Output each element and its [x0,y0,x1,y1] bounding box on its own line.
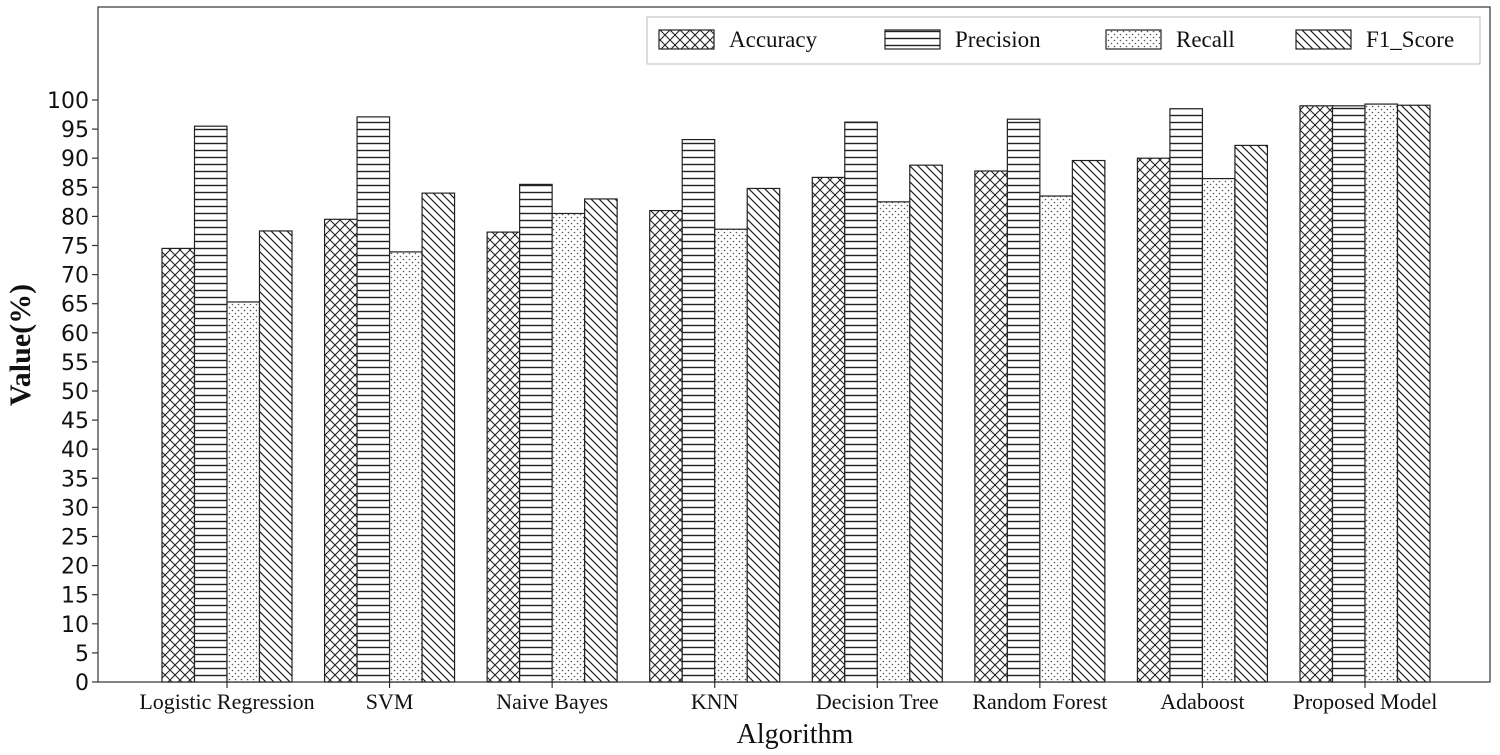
x-tick-label: Random Forest [972,689,1107,714]
bar-accuracy-1 [323,218,358,683]
x-axis: Logistic Regression SVM Naive Bayes KNN Deci… [139,682,1437,714]
bar-recall-7 [1364,103,1399,683]
bar-accuracy-4 [811,176,846,683]
legend: Accuracy Precision Recall F1_Score [646,16,1481,65]
y-tick-label: 85 [61,176,89,201]
bar-f1-score-1 [421,192,456,683]
bar-recall-2 [551,212,586,683]
legend-swatch-recall [1105,29,1162,50]
y-tick-label: 55 [61,351,89,376]
bar-recall-1 [388,251,423,683]
y-tick-label: 70 [61,264,89,289]
y-tick-label: 60 [61,322,89,347]
y-tick-label: 50 [61,380,89,405]
bar-recall-5 [1039,195,1073,683]
x-tick-label: Decision Tree [816,689,939,714]
bar-accuracy-6 [1136,157,1171,683]
bar-precision-0 [193,125,228,683]
bar-precision-7 [1331,105,1366,683]
y-tick-label: 40 [61,438,89,463]
legend-swatch-f1-score [1295,29,1352,50]
x-tick-label: KNN [691,689,739,714]
y-axis: 0 5 10 15 20 25 30 35 40 45 50 55 60 65 70 75 80 85 90 95 10… [47,89,98,696]
bar-f1-score-7 [1396,104,1431,683]
y-tick-label: 30 [61,496,89,521]
y-tick-label: 45 [61,409,89,434]
x-tick-label: Naive Bayes [496,689,608,714]
y-tick-label: 10 [61,613,89,638]
y-tick-label: 5 [75,642,89,667]
bar-f1-score-3 [746,187,781,683]
y-tick-label: 90 [61,147,89,172]
bar-f1-score-4 [909,164,943,683]
x-tick-label: SVM [366,689,414,714]
x-tick-label: Proposed Model [1293,689,1438,714]
bar-precision-4 [844,121,878,683]
bar-precision-5 [1006,118,1041,683]
x-tick-label: Logistic Regression [139,689,314,714]
bar-accuracy-0 [161,247,196,683]
y-tick-label: 15 [61,584,89,609]
legend-label-recall: Recall [1176,27,1235,52]
bar-recall-0 [226,301,261,683]
bar-precision-2 [519,183,553,683]
bar-f1-score-2 [584,198,618,683]
bar-accuracy-2 [486,231,521,683]
bar-accuracy-7 [1299,105,1334,683]
y-tick-label: 95 [61,118,89,143]
y-tick-label: 35 [61,467,89,492]
legend-label-precision: Precision [955,27,1041,52]
x-axis-title: Algorithm [737,719,854,750]
legend-swatch-precision [884,29,941,50]
bar-f1-score-0 [258,230,293,683]
bar-accuracy-3 [649,209,683,683]
y-tick-label: 75 [61,235,89,260]
bar-accuracy-5 [974,170,1008,683]
bar-recall-6 [1201,177,1236,683]
bar-precision-6 [1169,108,1204,683]
legend-label-f1-score: F1_Score [1366,27,1454,52]
bar-precision-3 [681,138,716,683]
y-tick-label: 25 [61,526,89,551]
y-tick-label: 20 [61,555,89,580]
bar-f1-score-5 [1071,159,1106,683]
y-tick-label: 0 [75,671,89,696]
y-tick-label: 80 [61,205,89,230]
y-tick-label: 65 [61,293,89,318]
plot-frame [97,6,1491,683]
bar-f1-score-6 [1234,144,1269,683]
bar-recall-3 [714,228,748,683]
bar-recall-4 [876,201,911,683]
x-tick-label: Adaboost [1160,689,1244,714]
y-tick-label: 100 [47,89,89,114]
bar-precision-1 [356,116,391,683]
y-axis-title: Value(%) [4,284,37,406]
legend-label-accuracy: Accuracy [729,27,818,52]
legend-swatch-accuracy [658,29,715,50]
bars-group [161,103,1431,683]
